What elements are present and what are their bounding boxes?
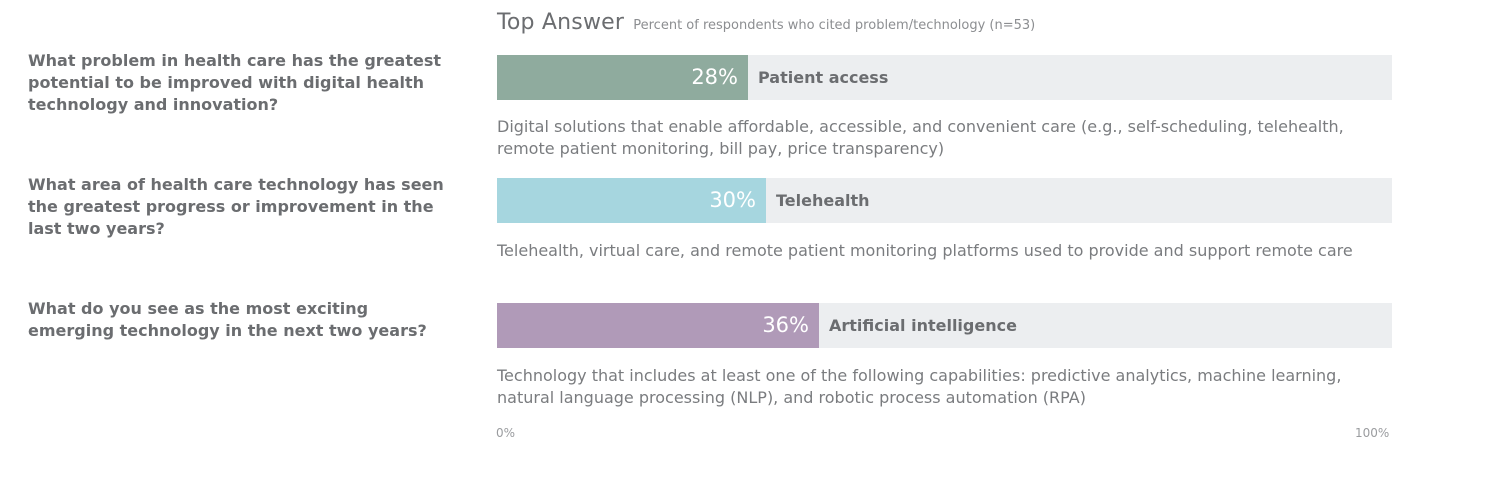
x-tick-label-max: 100%: [1355, 426, 1390, 440]
chart-subtitle: Percent of respondents who cited problem…: [633, 18, 1036, 33]
x-tick-label-min: 0%: [496, 426, 516, 440]
bar-track-1: 28% Patient access: [497, 55, 1392, 100]
bar-category-label-3: Artificial intelligence: [829, 316, 1017, 335]
bar-value-label-1: 28%: [691, 65, 738, 89]
question-2: What area of health care technology has …: [28, 175, 444, 238]
bar-value-label-2: 30%: [709, 188, 756, 212]
bar-track-3: 36% Artificial intelligence: [497, 303, 1392, 348]
bar-patient-access: [497, 55, 748, 100]
question-1: What problem in health care has the grea…: [28, 51, 441, 114]
bar-artificial-intelligence: [497, 303, 819, 348]
question-3: What do you see as the most exciting eme…: [28, 299, 427, 340]
bar-category-label-1: Patient access: [758, 68, 889, 87]
chart-header: Top Answer Percent of respondents who ci…: [497, 10, 1035, 35]
bar-telehealth: [497, 178, 766, 223]
description-3: Technology that includes at least one of…: [497, 366, 1342, 407]
bar-track-2: 30% Telehealth: [497, 178, 1392, 223]
description-1: Digital solutions that enable affordable…: [497, 117, 1344, 158]
chart-title: Top Answer: [497, 10, 625, 35]
bar-value-label-3: 36%: [762, 313, 809, 337]
bar-category-label-2: Telehealth: [776, 191, 870, 210]
description-2: Telehealth, virtual care, and remote pat…: [497, 241, 1353, 260]
